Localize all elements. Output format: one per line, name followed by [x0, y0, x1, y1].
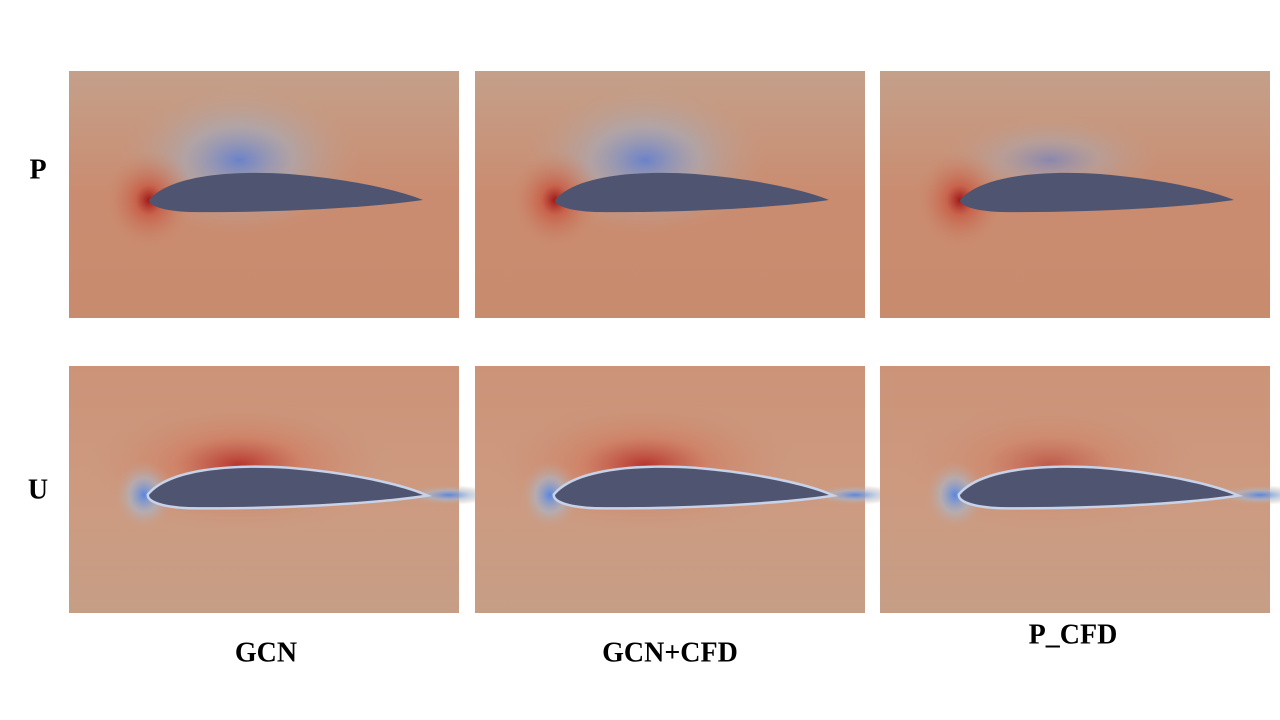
flow-panel: [475, 71, 865, 318]
airfoil: [555, 467, 829, 508]
row-label: P: [29, 154, 46, 185]
airfoil: [149, 172, 423, 213]
stagnation-region: [114, 460, 174, 530]
airfoil: [555, 172, 829, 213]
flow-panel: [880, 366, 1280, 613]
airfoil: [149, 467, 423, 508]
column-label: GCN: [235, 637, 297, 668]
flow-panel: [69, 366, 494, 613]
row-label: U: [28, 474, 48, 505]
stagnation-region: [520, 460, 580, 530]
column-label: P_CFD: [1029, 619, 1118, 650]
column-label: GCN+CFD: [602, 637, 738, 668]
wake-region: [1215, 485, 1280, 505]
flow-panel: [475, 366, 900, 613]
flow-panel: [69, 71, 459, 318]
stagnation-region: [925, 460, 985, 530]
airfoil: [960, 467, 1234, 508]
flow-panel: [880, 71, 1270, 318]
wake-region: [404, 485, 494, 505]
airfoil: [960, 172, 1234, 213]
wake-region: [810, 485, 900, 505]
